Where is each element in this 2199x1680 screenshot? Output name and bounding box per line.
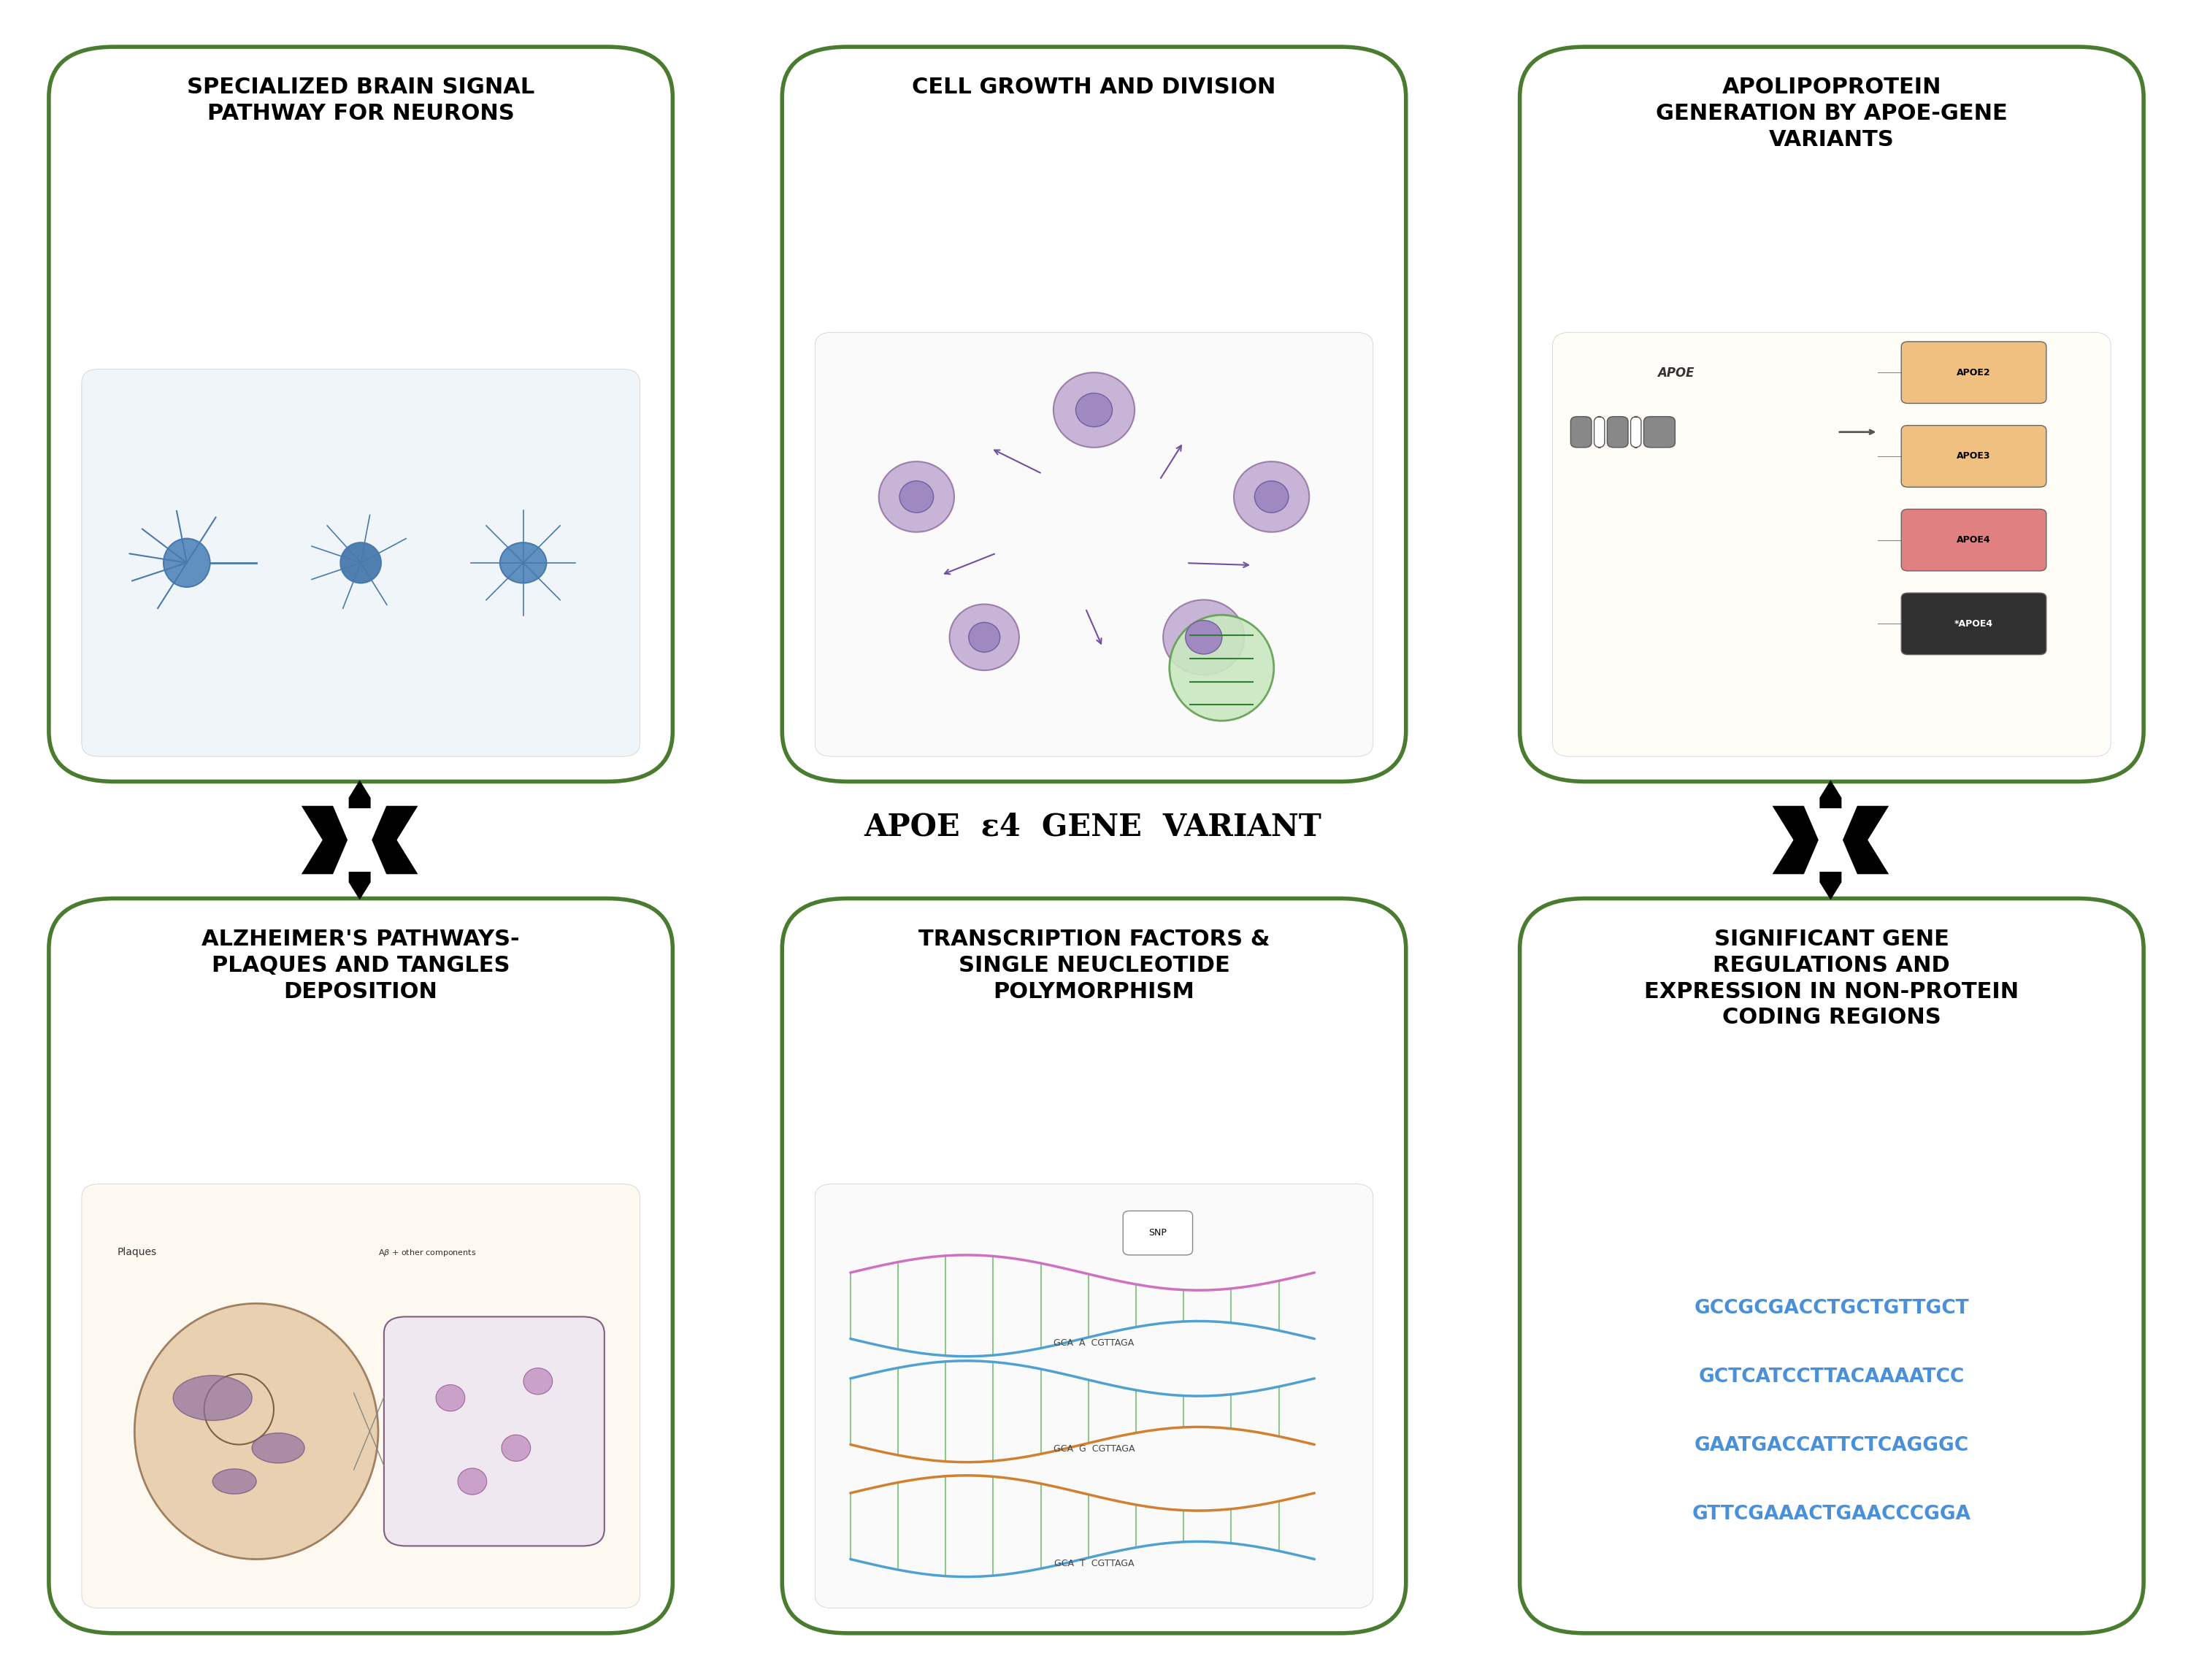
FancyBboxPatch shape bbox=[81, 1184, 640, 1608]
FancyBboxPatch shape bbox=[1902, 341, 2047, 403]
Text: Plaques: Plaques bbox=[117, 1247, 156, 1257]
Polygon shape bbox=[1775, 781, 1887, 882]
FancyBboxPatch shape bbox=[1632, 417, 1640, 447]
FancyBboxPatch shape bbox=[1643, 417, 1676, 447]
Text: GCA  A  CGTTAGA: GCA A CGTTAGA bbox=[1053, 1339, 1135, 1347]
Ellipse shape bbox=[968, 622, 1001, 652]
Ellipse shape bbox=[213, 1468, 257, 1494]
Polygon shape bbox=[1801, 796, 1860, 869]
Text: GAATGACCATTCTCAGGGC: GAATGACCATTCTCAGGGC bbox=[1695, 1436, 1968, 1455]
Polygon shape bbox=[330, 796, 389, 869]
Ellipse shape bbox=[950, 605, 1018, 670]
FancyBboxPatch shape bbox=[816, 333, 1372, 756]
Ellipse shape bbox=[501, 1435, 530, 1462]
Ellipse shape bbox=[1256, 480, 1289, 512]
Text: GCA  T  CGTTAGA: GCA T CGTTAGA bbox=[1053, 1559, 1135, 1569]
Ellipse shape bbox=[499, 543, 545, 583]
FancyBboxPatch shape bbox=[385, 1317, 605, 1546]
FancyBboxPatch shape bbox=[783, 47, 1405, 781]
Text: GCTCATCCTTACAAAATCC: GCTCATCCTTACAAAATCC bbox=[1698, 1368, 1964, 1386]
FancyBboxPatch shape bbox=[1570, 417, 1592, 447]
Ellipse shape bbox=[1075, 393, 1113, 427]
Ellipse shape bbox=[1234, 462, 1308, 533]
Text: SIGNIFICANT GENE
REGULATIONS AND
EXPRESSION IN NON-PROTEIN
CODING REGIONS: SIGNIFICANT GENE REGULATIONS AND EXPRESS… bbox=[1645, 929, 2019, 1028]
FancyBboxPatch shape bbox=[48, 47, 673, 781]
Polygon shape bbox=[303, 798, 416, 899]
Ellipse shape bbox=[457, 1468, 486, 1495]
Text: GTTCGAAACTGAACCCGGA: GTTCGAAACTGAACCCGGA bbox=[1693, 1505, 1970, 1524]
Text: A$\beta$ + other components: A$\beta$ + other components bbox=[378, 1248, 477, 1258]
Text: GCCGCGACCTGCTGTTGCT: GCCGCGACCTGCTGTTGCT bbox=[1693, 1299, 1968, 1319]
Text: SNP: SNP bbox=[1148, 1228, 1168, 1238]
Ellipse shape bbox=[435, 1384, 464, 1411]
Text: CELL GROWTH AND DIVISION: CELL GROWTH AND DIVISION bbox=[913, 77, 1275, 97]
Ellipse shape bbox=[163, 539, 209, 586]
Polygon shape bbox=[1775, 798, 1887, 899]
Text: APOE2: APOE2 bbox=[1957, 368, 1990, 378]
Text: APOE3: APOE3 bbox=[1957, 452, 1990, 460]
Ellipse shape bbox=[341, 543, 380, 583]
FancyBboxPatch shape bbox=[816, 1184, 1372, 1608]
FancyBboxPatch shape bbox=[1594, 417, 1605, 447]
Polygon shape bbox=[303, 781, 416, 882]
Text: APOE4: APOE4 bbox=[1957, 536, 1990, 544]
Ellipse shape bbox=[134, 1304, 378, 1559]
Text: GCA  G  CGTTAGA: GCA G CGTTAGA bbox=[1053, 1445, 1135, 1453]
FancyBboxPatch shape bbox=[1520, 47, 2144, 781]
FancyBboxPatch shape bbox=[1902, 593, 2047, 655]
FancyBboxPatch shape bbox=[1520, 899, 2144, 1633]
Ellipse shape bbox=[253, 1433, 303, 1463]
FancyBboxPatch shape bbox=[1607, 417, 1627, 447]
FancyBboxPatch shape bbox=[783, 899, 1405, 1633]
Ellipse shape bbox=[523, 1368, 552, 1394]
Text: SPECIALIZED BRAIN SIGNAL
PATHWAY FOR NEURONS: SPECIALIZED BRAIN SIGNAL PATHWAY FOR NEU… bbox=[187, 77, 534, 124]
Text: APOE: APOE bbox=[1658, 366, 1695, 380]
Ellipse shape bbox=[1170, 615, 1273, 721]
FancyBboxPatch shape bbox=[1552, 333, 2111, 756]
Ellipse shape bbox=[880, 462, 954, 533]
Polygon shape bbox=[1801, 811, 1860, 884]
Text: ALZHEIMER'S PATHWAYS-
PLAQUES AND TANGLES
DEPOSITION: ALZHEIMER'S PATHWAYS- PLAQUES AND TANGLE… bbox=[202, 929, 519, 1001]
Text: APOLIPOPROTEIN
GENERATION BY APOE-GENE
VARIANTS: APOLIPOPROTEIN GENERATION BY APOE-GENE V… bbox=[1656, 77, 2008, 151]
FancyBboxPatch shape bbox=[1902, 509, 2047, 571]
Text: *APOE4: *APOE4 bbox=[1955, 618, 1992, 628]
Ellipse shape bbox=[1053, 373, 1135, 447]
FancyBboxPatch shape bbox=[1902, 425, 2047, 487]
Ellipse shape bbox=[899, 480, 935, 512]
Polygon shape bbox=[330, 811, 389, 884]
FancyBboxPatch shape bbox=[48, 899, 673, 1633]
FancyBboxPatch shape bbox=[1124, 1211, 1192, 1255]
FancyBboxPatch shape bbox=[81, 370, 640, 756]
Text: APOE  ε4  GENE  VARIANT: APOE ε4 GENE VARIANT bbox=[864, 811, 1322, 842]
Text: TRANSCRIPTION FACTORS &
SINGLE NEUCLEOTIDE
POLYMORPHISM: TRANSCRIPTION FACTORS & SINGLE NEUCLEOTI… bbox=[919, 929, 1269, 1001]
Ellipse shape bbox=[174, 1376, 253, 1421]
Ellipse shape bbox=[1185, 620, 1223, 654]
Ellipse shape bbox=[1163, 600, 1245, 675]
